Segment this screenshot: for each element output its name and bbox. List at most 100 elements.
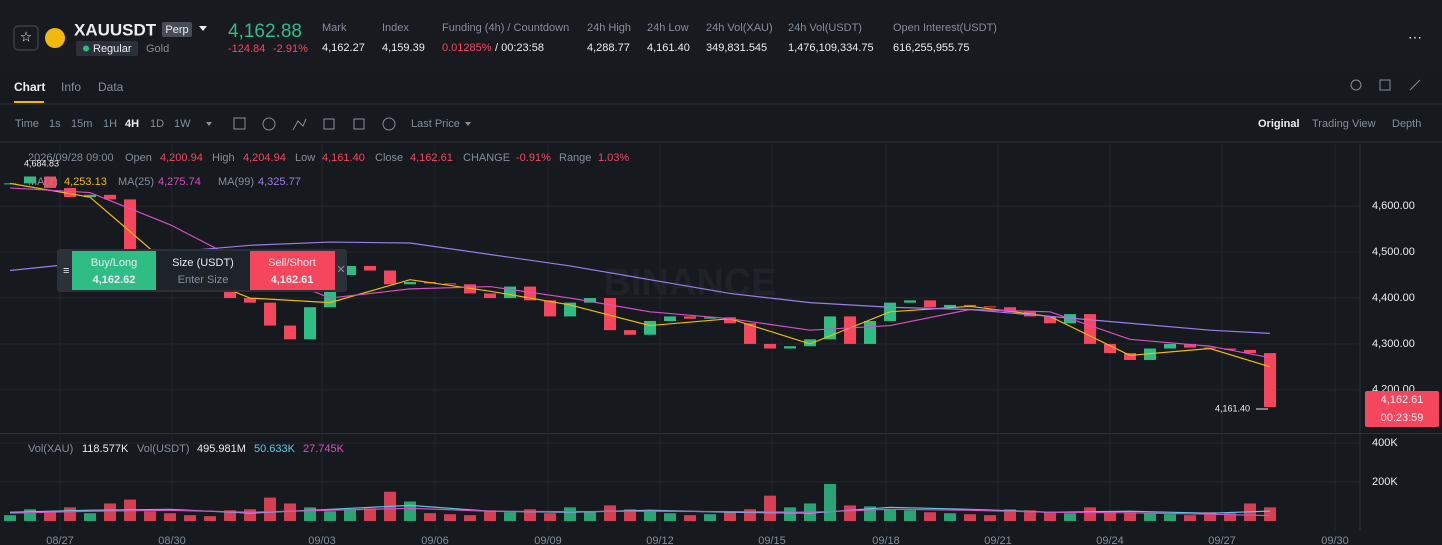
volume-bar [944, 513, 956, 521]
candle [64, 187, 76, 198]
sell-price: 4,162.61 [271, 274, 314, 286]
symbol[interactable]: XAUUSDT [74, 20, 157, 39]
candle [784, 346, 796, 349]
stat-label: 24h Low [647, 22, 689, 34]
dropdown[interactable] [199, 26, 207, 31]
candle [24, 176, 36, 184]
star-icon: ☆ [20, 29, 33, 45]
volume-bar [224, 510, 236, 521]
volume-bar [724, 512, 736, 521]
candle [584, 298, 596, 303]
size-input[interactable] [156, 251, 250, 290]
sell-label: Sell/Short [268, 257, 316, 269]
dropdown[interactable] [465, 122, 471, 126]
volume-bar [104, 503, 116, 521]
vol-ma-value: 27.745K [303, 443, 345, 455]
interval: 1D [150, 118, 164, 130]
volume-bar [44, 512, 56, 521]
close[interactable]: ✕ [336, 264, 345, 276]
more[interactable]: ··· [1408, 29, 1422, 45]
x-tick-label: 09/21 [984, 535, 1012, 545]
volume-bar [544, 513, 556, 521]
contract: Perp [165, 24, 188, 36]
sell-button[interactable] [250, 251, 335, 290]
volume-bar [164, 513, 176, 521]
badge-text: Regular [93, 43, 132, 55]
dropdown[interactable] [206, 122, 212, 126]
stat-value: 4,288.77 [587, 42, 630, 54]
candle [1264, 353, 1276, 407]
interval: 1s [49, 118, 61, 130]
volume-bar [1184, 515, 1196, 521]
volume-bar [524, 509, 536, 521]
candle [544, 300, 556, 317]
candle [1004, 307, 1016, 312]
ma-value: 4,325.77 [258, 176, 301, 188]
view[interactable]: Original [1258, 118, 1300, 130]
grid-icon[interactable] [1379, 79, 1391, 91]
stat-value: 4,162.27 [322, 42, 365, 54]
stat-value: 4,159.39 [382, 42, 425, 54]
dot [83, 45, 89, 52]
price-type[interactable]: Last Price [411, 118, 460, 130]
perp-badge [162, 22, 192, 37]
buy-button[interactable] [72, 251, 156, 290]
volume-bar [984, 515, 996, 521]
view[interactable]: Depth [1392, 118, 1421, 130]
legend-value: -0.91% [516, 152, 551, 164]
tab[interactable]: Chart [14, 80, 45, 94]
candle [1084, 314, 1096, 344]
volume-bar [964, 514, 976, 521]
candle [104, 194, 116, 200]
volume-bar [364, 508, 376, 521]
interval: 15m [71, 118, 92, 130]
candle [504, 286, 516, 299]
candle [244, 298, 256, 303]
legend-value: 4,161.40 [322, 152, 365, 164]
stat-value: 616,255,955.75 [893, 42, 969, 54]
ma-line [9, 241, 1271, 334]
ma-key: MA(7) [28, 176, 58, 188]
candle [344, 265, 356, 276]
stat-value: 349,831.545 [706, 42, 767, 54]
favorite[interactable] [13, 25, 39, 51]
legend-value: 4,200.94 [160, 152, 203, 164]
candle [284, 325, 296, 340]
volume-bar [684, 515, 696, 521]
volume-bar [1104, 511, 1116, 521]
bell-icon[interactable] [1350, 79, 1362, 91]
stat-label: Index [382, 22, 409, 34]
stat-value: 4,161.40 [647, 42, 690, 54]
volume-bar [424, 513, 436, 521]
volume-bar [324, 511, 336, 521]
volume-bar [744, 509, 756, 521]
candle [804, 339, 816, 347]
candle [604, 298, 616, 331]
candle [304, 307, 316, 340]
x-tick-label: 09/24 [1096, 535, 1124, 545]
chart-bg [0, 68, 1442, 545]
tab[interactable]: Info [61, 80, 81, 94]
view[interactable]: Trading View [1312, 118, 1376, 130]
candle [484, 293, 496, 299]
x-tick-label: 09/30 [1321, 535, 1349, 545]
tool-icons[interactable] [233, 117, 396, 131]
price-tag-text: 4,162.61 [1381, 394, 1424, 406]
volume-bar [64, 507, 76, 521]
expand-icon[interactable] [1409, 79, 1421, 91]
candle [444, 283, 456, 285]
drag-handle[interactable]: ≡ [63, 265, 69, 277]
volume-bar [824, 483, 836, 521]
change: -124.84 [228, 43, 265, 55]
candle [664, 316, 676, 321]
x-tick-label: 09/03 [308, 535, 336, 545]
volume-bar [84, 513, 96, 521]
volume-bar [1084, 507, 1096, 521]
candle [684, 316, 696, 319]
y-tick-label: 4,400.00 [1372, 292, 1415, 304]
tab[interactable]: Data [98, 80, 124, 94]
change-pct: -2.91% [273, 43, 308, 55]
volume-bar [1224, 513, 1236, 521]
vol-value: 118.577K [82, 443, 129, 455]
candle [1044, 316, 1056, 324]
